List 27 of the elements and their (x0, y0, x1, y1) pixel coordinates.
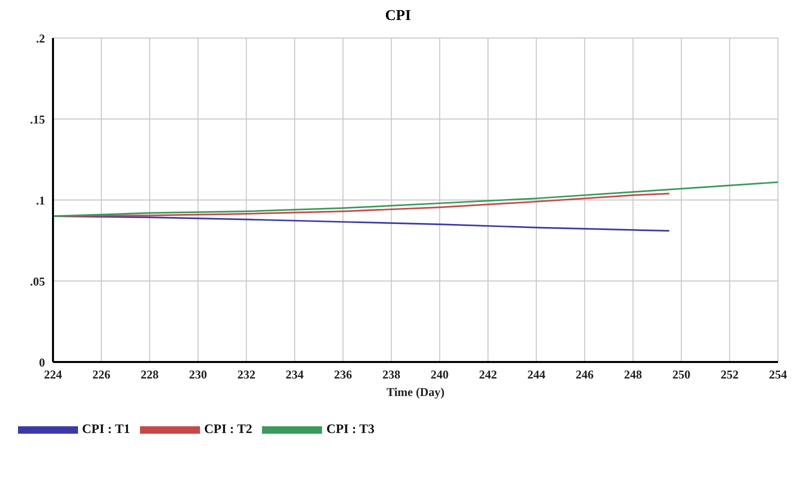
x-tick-label: 254 (769, 368, 787, 382)
x-tick-label: 238 (382, 368, 400, 382)
x-tick-label: 234 (286, 368, 304, 382)
y-tick-label: 0 (39, 355, 45, 370)
x-tick-label: 246 (576, 368, 594, 382)
x-tick-label: 224 (44, 368, 62, 382)
chart-title: CPI (384, 8, 412, 26)
legend-label: CPI : T3 (326, 420, 374, 436)
x-tick-label: 252 (720, 368, 739, 382)
y-tick-label: .2 (36, 31, 45, 46)
y-tick-label: .15 (30, 112, 45, 126)
x-tick-label: 226 (92, 368, 110, 382)
line-series (53, 181, 778, 217)
x-tick-label: 242 (479, 368, 497, 382)
x-tick-label: 236 (334, 368, 352, 382)
x-tick-label: 230 (189, 368, 207, 382)
x-tick-label: 248 (624, 368, 642, 382)
legend-label: CPI : T2 (204, 420, 252, 436)
legend-label: CPI : T1 (82, 420, 130, 436)
x-tick-label: 240 (430, 368, 449, 382)
x-axis-title: Time (Day) (386, 385, 445, 399)
x-tick-label: 232 (237, 368, 256, 382)
x-tick-label: 228 (140, 368, 159, 382)
x-tick-label: 250 (672, 368, 690, 382)
x-tick-label: 244 (527, 368, 546, 382)
y-tick-label: .1 (36, 193, 45, 208)
y-tick-label: .05 (30, 274, 45, 288)
